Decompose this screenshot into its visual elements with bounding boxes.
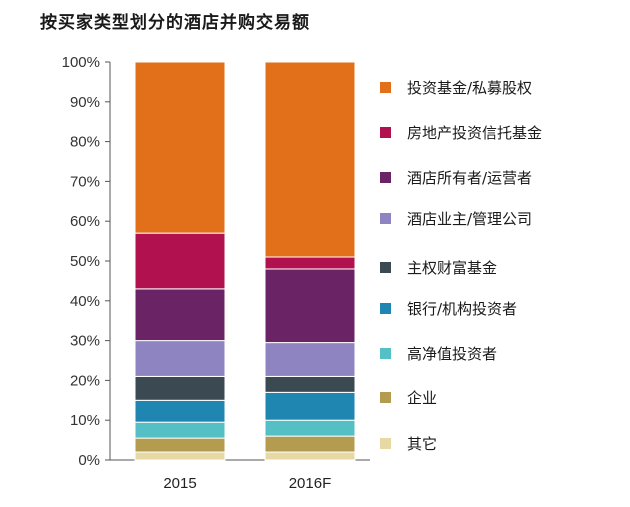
legend-label: 其它 (407, 434, 438, 453)
legend-swatch (380, 391, 391, 403)
bar-segment (134, 437, 226, 453)
bar-segment (134, 288, 226, 342)
bars (134, 61, 356, 461)
legend-label: 主权财富基金 (407, 258, 498, 277)
legend-label: 投资基金/私募股权 (407, 78, 533, 97)
y-axis-ticks: 0% 10% 20% 30% 40% 50% 60% 70% 80% 90% 100% (62, 54, 110, 469)
bar-segment (264, 451, 356, 461)
bar-segment (134, 375, 226, 401)
y-tick-label: 70% (70, 173, 100, 190)
y-tick-label: 60% (70, 213, 100, 230)
legend-item: 企业 (380, 387, 437, 407)
legend-swatch (380, 212, 391, 224)
legend-label: 高净值投资者 (407, 344, 498, 363)
legend-item: 房地产投资信托基金 (380, 122, 542, 142)
bar-segment (134, 399, 226, 423)
bar-segment (134, 61, 226, 234)
legend-item: 主权财富基金 (380, 257, 497, 277)
bar-segment (264, 435, 356, 453)
y-tick-label: 0% (78, 452, 100, 469)
y-tick-label: 10% (70, 412, 100, 429)
bar-segment (264, 419, 356, 437)
bar-segment (264, 375, 356, 393)
chart-title: 按买家类型划分的酒店并购交易额 (40, 13, 310, 33)
legend-label: 银行/机构投资者 (407, 299, 518, 318)
y-tick-label: 50% (70, 253, 100, 270)
y-tick-label: 40% (70, 293, 100, 310)
y-tick-label: 20% (70, 372, 100, 389)
legend-swatch (380, 126, 391, 138)
bar-segment (264, 268, 356, 344)
legend-item: 其它 (380, 433, 437, 453)
legend-item: 银行/机构投资者 (380, 298, 517, 318)
legend-swatch (380, 437, 391, 449)
y-tick-label: 80% (70, 134, 100, 151)
bar-segment (264, 391, 356, 421)
x-category-label: 2016F (289, 475, 332, 492)
y-tick-label: 90% (70, 94, 100, 111)
legend-swatch (380, 261, 391, 273)
legend-label: 企业 (407, 388, 438, 407)
bar-segment (134, 421, 226, 439)
bar-segment (264, 256, 356, 270)
bar-segment (134, 232, 226, 290)
legend-item: 酒店所有者/运营者 (380, 167, 532, 187)
bar-segment (134, 340, 226, 377)
legend-swatch (380, 302, 391, 314)
legend-label: 酒店所有者/运营者 (407, 168, 533, 187)
legend-label: 酒店业主/管理公司 (407, 209, 533, 228)
bar-segment (264, 342, 356, 377)
legend-item: 酒店业主/管理公司 (380, 208, 532, 228)
legend-item: 高净值投资者 (380, 343, 497, 363)
legend-swatch (380, 347, 391, 359)
y-tick-label: 30% (70, 333, 100, 350)
x-category-label: 2015 (163, 475, 196, 492)
legend-label: 房地产投资信托基金 (407, 123, 543, 142)
bar-segment (134, 451, 226, 461)
bar-segment (264, 61, 356, 258)
legend-swatch (380, 171, 391, 183)
legend-item: 投资基金/私募股权 (380, 77, 532, 97)
x-axis-categories: 2015 2016F (163, 475, 331, 492)
legend-swatch (380, 81, 391, 93)
y-tick-label: 100% (62, 54, 100, 71)
